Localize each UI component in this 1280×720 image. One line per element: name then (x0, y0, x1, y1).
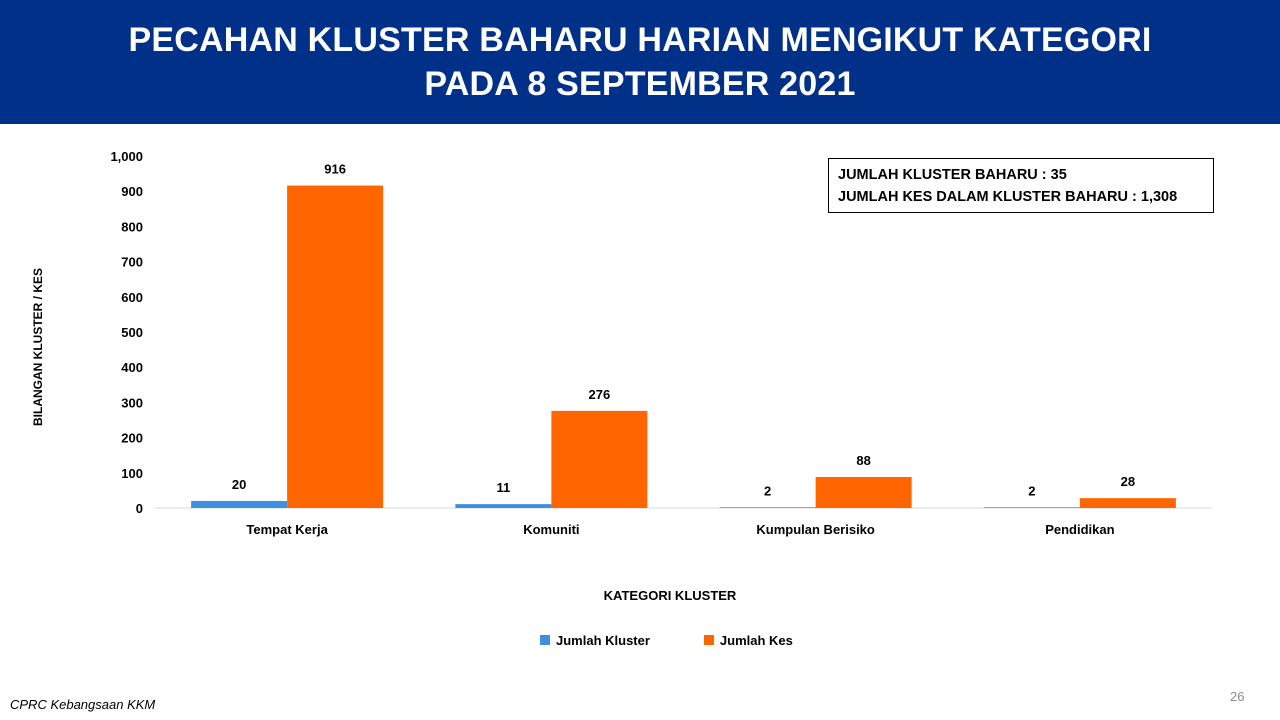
data-label: 20 (232, 477, 246, 492)
y-tick-label: 300 (121, 395, 143, 410)
x-tick-label: Komuniti (523, 522, 579, 537)
bar-cases (287, 185, 384, 508)
bar-cases (1079, 498, 1176, 508)
bar-clusters (983, 507, 1080, 508)
y-axis-title: BILANGAN KLUSTER / KES (31, 268, 45, 426)
data-label: 2 (1028, 483, 1035, 498)
title-banner: PECAHAN KLUSTER BAHARU HARIAN MENGIKUT K… (0, 0, 1280, 124)
bar-clusters (191, 500, 288, 508)
bar-clusters (455, 504, 552, 508)
y-tick-label: 700 (121, 255, 143, 270)
bar-clusters (719, 507, 816, 508)
chart-title-line-1: PECAHAN KLUSTER BAHARU HARIAN MENGIKUT K… (128, 21, 1152, 59)
y-tick-label: 100 (121, 466, 143, 481)
y-tick-label: 0 (136, 501, 143, 516)
data-label: 11 (497, 480, 511, 495)
y-tick-label: 200 (121, 431, 143, 446)
data-label: 88 (856, 453, 870, 468)
data-label: 2 (764, 483, 771, 498)
y-tick-label: 900 (121, 184, 143, 199)
legend-swatch-cases (703, 635, 714, 645)
y-tick-label: 600 (121, 290, 143, 305)
y-tick-label: 400 (121, 360, 143, 375)
x-tick-label: Tempat Kerja (246, 522, 328, 537)
x-tick-label: Pendidikan (1045, 522, 1114, 537)
data-label: 276 (589, 387, 611, 402)
chart-title-line-2: PADA 8 SEPTEMBER 2021 (424, 65, 856, 103)
x-axis-title: KATEGORI KLUSTER (603, 588, 737, 603)
legend-item-clusters: Jumlah Kluster (540, 633, 650, 648)
summary-total-clusters: JUMLAH KLUSTER BAHARU : 35 (838, 167, 1067, 183)
bar-cases (815, 477, 912, 508)
y-tick-label: 500 (121, 325, 143, 340)
y-tick-label: 800 (121, 219, 143, 234)
bar-chart: 0 100 200 300 400 500 600 700 800 900 1,000 BILANGA… (31, 149, 1212, 537)
legend-label-clusters: Jumlah Kluster (556, 632, 650, 648)
legend: Jumlah Kluster Jumlah Kes (540, 630, 847, 650)
legend-item-cases: Jumlah Kes (703, 632, 793, 648)
data-label: 916 (324, 162, 346, 177)
bar-cases (551, 410, 648, 508)
page-number: 26 (1230, 689, 1245, 704)
summary-total-cases: JUMLAH KES DALAM KLUSTER BAHARU : 1,308 (838, 189, 1178, 205)
x-tick-label: Kumpulan Berisiko (756, 522, 875, 537)
y-tick-label: 1,000 (110, 149, 143, 164)
legend-label-cases: Jumlah Kes (719, 632, 793, 648)
source-note: CPRC Kebangsaan KKM (10, 697, 156, 712)
summary-box: JUMLAH KLUSTER BAHARU : 35 JUMLAH KES DA… (828, 158, 1214, 213)
data-label: 28 (1121, 474, 1135, 489)
legend-swatch-clusters (540, 635, 550, 645)
